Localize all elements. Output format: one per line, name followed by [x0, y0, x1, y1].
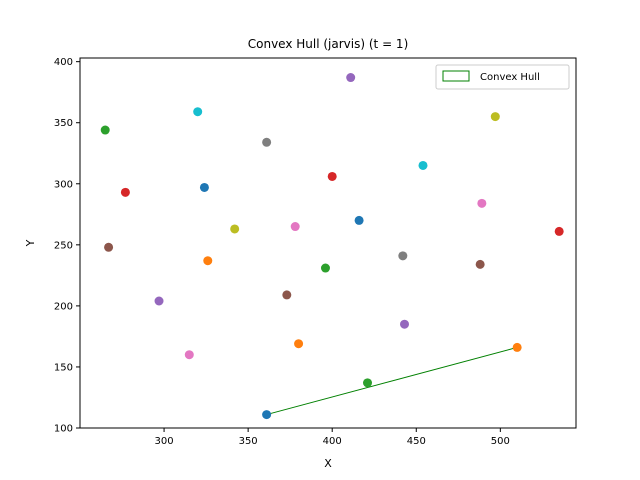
scatter-point	[294, 339, 304, 349]
plot-marks	[100, 73, 564, 420]
legend-label-convex-hull: Convex Hull	[480, 72, 540, 83]
x-tick-label: 350	[239, 436, 258, 447]
scatter-point	[477, 198, 487, 208]
scatter-point	[346, 73, 356, 83]
scatter-point	[398, 251, 408, 261]
chart-title: Convex Hull (jarvis) (t = 1)	[248, 37, 409, 51]
x-axis-label: X	[324, 457, 332, 470]
scatter-point	[418, 160, 428, 170]
scatter-point	[327, 171, 337, 181]
scatter-point	[154, 296, 164, 306]
y-tick-label: 150	[54, 362, 73, 373]
scatter-point	[230, 224, 240, 234]
scatter-point	[262, 137, 272, 147]
scatter-point	[490, 112, 500, 122]
plot-area-frame	[79, 57, 577, 429]
scatter-point	[363, 378, 373, 388]
scatter-point	[120, 187, 130, 197]
scatter-point	[354, 215, 364, 225]
y-axis-label: Y	[24, 239, 37, 247]
scatter-point	[290, 222, 300, 232]
scatter-point	[203, 256, 213, 266]
x-tick-label: 300	[155, 436, 174, 447]
scatter-point	[199, 182, 209, 192]
scatter-point	[475, 259, 485, 269]
scatter-point	[193, 107, 203, 117]
convex-hull-line	[266, 346, 518, 416]
y-tick-label: 300	[54, 179, 73, 190]
legend: Convex Hull	[435, 64, 570, 90]
scatter-point	[282, 290, 292, 300]
scatter-point	[104, 242, 114, 252]
scatter-point	[400, 319, 410, 329]
x-tick-label: 450	[407, 436, 426, 447]
scatter-point	[512, 342, 522, 352]
axes: 300 350 400 450 500 100 150 200 250 300 350 400	[54, 57, 510, 447]
y-tick-label: 350	[54, 118, 73, 129]
scatter-point	[184, 350, 194, 360]
y-tick-label: 250	[54, 240, 73, 251]
scatter-point	[554, 226, 564, 236]
y-tick-label: 100	[54, 424, 73, 435]
legend-swatch-convex-hull	[442, 70, 470, 82]
y-tick-label: 200	[54, 301, 73, 312]
x-tick-label: 400	[323, 436, 342, 447]
y-tick-label: 400	[54, 57, 73, 68]
scatter-point	[262, 410, 272, 420]
scatter-point	[100, 125, 110, 135]
x-tick-label: 500	[491, 436, 510, 447]
scatter-point	[320, 263, 330, 273]
